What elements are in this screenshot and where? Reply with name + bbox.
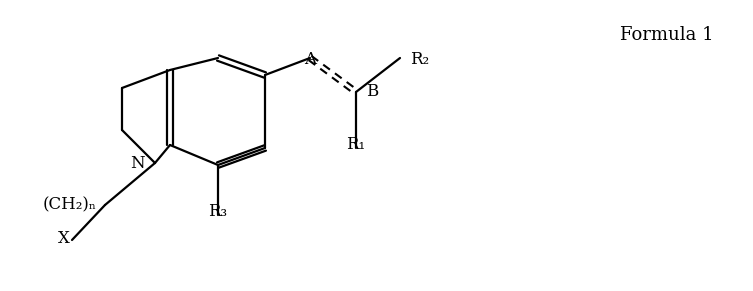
Text: R₃: R₃: [209, 203, 227, 220]
Text: R₁: R₁: [346, 136, 365, 153]
Text: B: B: [366, 84, 378, 100]
Text: (CH₂)ₙ: (CH₂)ₙ: [43, 196, 97, 214]
Text: Formula 1: Formula 1: [620, 26, 714, 44]
Text: N: N: [130, 155, 145, 171]
Text: X: X: [58, 230, 70, 247]
Text: R₂: R₂: [410, 52, 429, 68]
Text: A: A: [304, 51, 316, 68]
